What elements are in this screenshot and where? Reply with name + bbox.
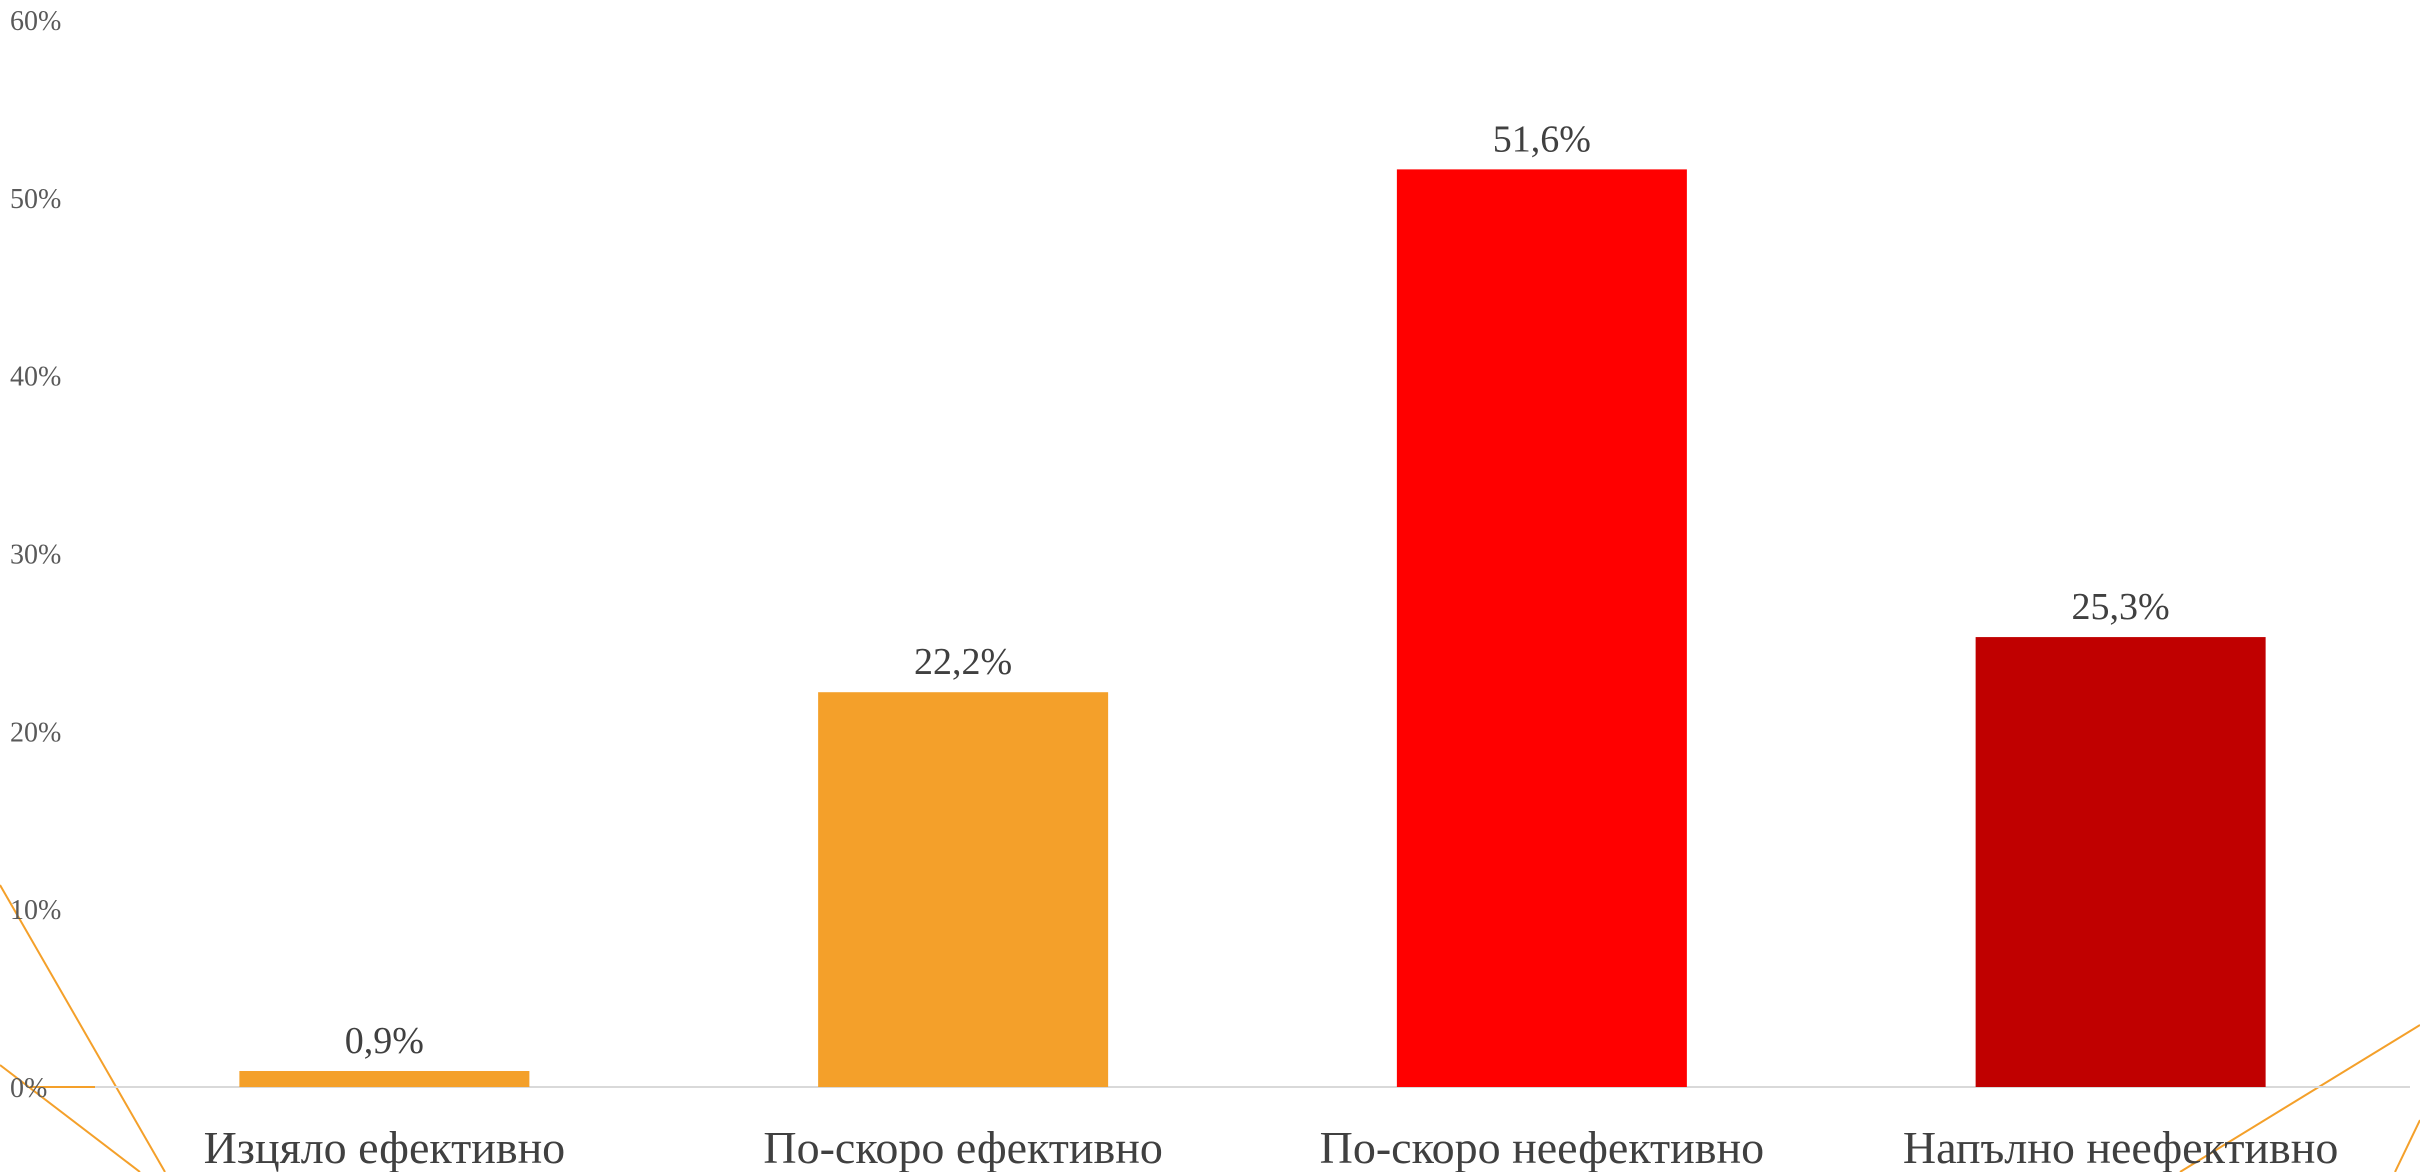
decorative-lines: [0, 884, 2420, 1172]
category-label: Изцяло ефективно: [204, 1122, 566, 1172]
decorative-line: [2394, 1119, 2420, 1172]
bars: [239, 169, 2266, 1087]
data-label: 0,9%: [345, 1020, 424, 1062]
category-label: По-скоро ефективно: [763, 1122, 1162, 1172]
bar: [818, 692, 1109, 1087]
y-axis-ticks: 0% 10% 20% 30% 40% 50% 60%: [10, 6, 61, 1104]
category-label: По-скоро неефективно: [1320, 1122, 1765, 1172]
category-labels: Изцяло ефективно По-скоро ефективно По-ско…: [204, 1122, 2339, 1172]
y-tick-label: 50%: [10, 184, 61, 215]
decorative-line: [0, 1064, 141, 1172]
bar: [239, 1070, 530, 1087]
y-tick-label: 20%: [10, 717, 61, 748]
bar: [1975, 637, 2266, 1087]
y-tick-label: 10%: [10, 895, 61, 926]
y-tick-label: 60%: [10, 6, 61, 37]
category-label: Напълно неефективно: [1903, 1122, 2339, 1172]
data-label: 51,6%: [1493, 118, 1591, 160]
y-tick-label: 30%: [10, 540, 61, 571]
data-labels: 0,9% 22,2% 51,6% 25,3%: [345, 118, 2170, 1062]
bar: [1396, 169, 1687, 1087]
decorative-line: [0, 884, 166, 1172]
data-label: 25,3%: [2072, 586, 2170, 628]
y-tick-label: 0%: [10, 1073, 47, 1104]
decorative-line: [2179, 1024, 2420, 1172]
data-label: 22,2%: [914, 641, 1012, 683]
y-tick-label: 40%: [10, 362, 61, 393]
